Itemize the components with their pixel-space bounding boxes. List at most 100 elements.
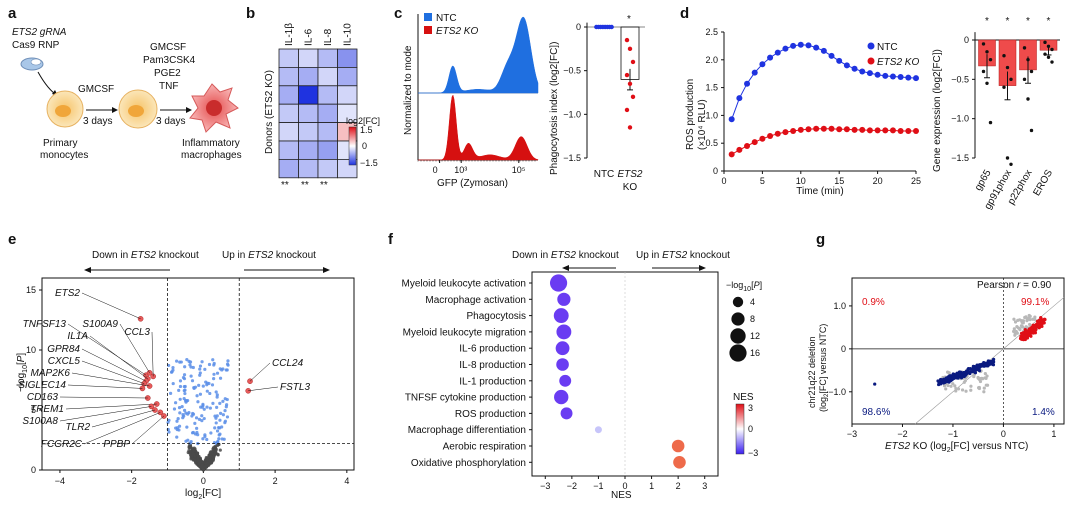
panel-label-c: c [394, 5, 402, 22]
gene-point [203, 367, 207, 371]
gene-point [181, 413, 185, 417]
y-tick-label: 1.0 [705, 110, 718, 120]
quadrant-top-left: 0.9% [862, 297, 885, 308]
gene-point [218, 401, 222, 405]
heatmap-cell [278, 140, 299, 160]
gene-point-ns [972, 374, 976, 379]
series-point [897, 127, 904, 134]
x-tick-label: −2 [567, 481, 577, 491]
series-point [767, 132, 774, 139]
heatmap-cell [278, 103, 299, 123]
data-point [1026, 97, 1030, 101]
gene-label: GPR84 [47, 344, 80, 355]
series-point [797, 126, 804, 133]
nes-colorbar [735, 403, 745, 455]
heatmap-cell [317, 85, 338, 105]
heatmap-cell [298, 85, 319, 105]
series-point [882, 127, 889, 134]
data-point [981, 69, 986, 74]
y-tick-label: −1.5 [951, 153, 969, 163]
legend-ntc: NTC [436, 13, 457, 24]
gene-point-down [967, 371, 971, 375]
gene-point-down [974, 366, 978, 370]
gene-point-ns [1020, 325, 1024, 329]
series-point [828, 52, 835, 59]
quadrant-bottom-right: 1.4% [1032, 407, 1055, 418]
data-point [1005, 65, 1010, 70]
data-point [609, 24, 614, 30]
gene-point-ns [1027, 313, 1031, 318]
label-leader [71, 372, 150, 387]
series-point [728, 116, 735, 123]
series-point [851, 65, 858, 72]
gene-point-ns [1021, 321, 1025, 325]
label-leader [81, 292, 141, 320]
significance-star: * [627, 14, 631, 25]
significance-star: * [985, 16, 989, 27]
heatmap-cell [298, 122, 319, 142]
gene-point [225, 362, 230, 366]
gene-point [223, 409, 227, 413]
gene-point [212, 363, 216, 367]
x-tick-label: NTC [594, 169, 615, 180]
heatmap-cell [278, 158, 299, 179]
data-point [630, 94, 636, 100]
series-point [774, 130, 781, 137]
histogram-ko [418, 94, 539, 161]
gene-point [209, 431, 213, 435]
series-point [897, 74, 904, 81]
gene-point [179, 360, 183, 364]
panel-f: f Down in ETS2 knockout Up in ETS2 knock… [388, 231, 762, 501]
quadrant-top-right: 99.1% [1021, 297, 1049, 308]
series-point [882, 72, 889, 79]
gene-point [201, 403, 205, 408]
macrophage-label-2: macrophages [181, 150, 242, 161]
series-point [813, 44, 820, 51]
gene-point [199, 405, 203, 409]
gene-point [185, 358, 189, 362]
arrowhead-icon [84, 267, 91, 273]
plot-frame [41, 277, 355, 471]
gene-point [182, 373, 187, 377]
gene-point-ns [1011, 329, 1016, 334]
histogram-ntc [418, 16, 539, 94]
gene-point [210, 383, 215, 387]
significance-star: * [1026, 16, 1030, 27]
gene-point [205, 437, 209, 442]
data-point [624, 37, 630, 43]
volcano-plot: 0 5 10 15 −4 −2 0 2 4 ETS2 TNFSF13 S100A9 CCL3 IL1A GP… [18, 277, 355, 486]
gene-point [188, 360, 193, 364]
volcano-ylabel: −log10[P] [16, 353, 29, 392]
significance-star: * [1047, 16, 1051, 27]
series-point [744, 80, 751, 87]
gene-point [208, 391, 212, 396]
x-tick-label: ETS2 [617, 169, 642, 180]
gene-point [214, 447, 218, 452]
panel-label-b: b [246, 5, 255, 22]
series-point [805, 42, 812, 49]
label-leader [119, 323, 150, 373]
legend-swatch-ko [424, 26, 432, 34]
arrowhead-icon [186, 107, 192, 113]
heatmap-column-label: IL-1β [284, 23, 295, 46]
label-leader [131, 415, 165, 445]
term-label: TNFSF cytokine production [405, 393, 526, 404]
macrophage-label-1: Inflammatory [182, 138, 240, 149]
y-tick-label: 2.5 [705, 27, 718, 37]
correlation-scatter: 1.0 0 −1.0 −3 −2 −1 0 1 [828, 277, 1065, 439]
legend-dot-ntc [867, 42, 875, 50]
label-leader [67, 323, 147, 376]
gene-point [171, 381, 175, 386]
gene-point [207, 362, 212, 367]
x-tick-label: 15 [834, 176, 844, 186]
heatmap-cell [337, 48, 358, 68]
gene-point-ns [962, 380, 966, 384]
data-point [1005, 156, 1010, 160]
gene-point [195, 426, 199, 430]
gene-point-up [1022, 334, 1027, 338]
series-point [836, 126, 843, 133]
data-point [1043, 52, 1047, 56]
data-point [1002, 85, 1006, 89]
arrowhead-icon [323, 267, 330, 273]
